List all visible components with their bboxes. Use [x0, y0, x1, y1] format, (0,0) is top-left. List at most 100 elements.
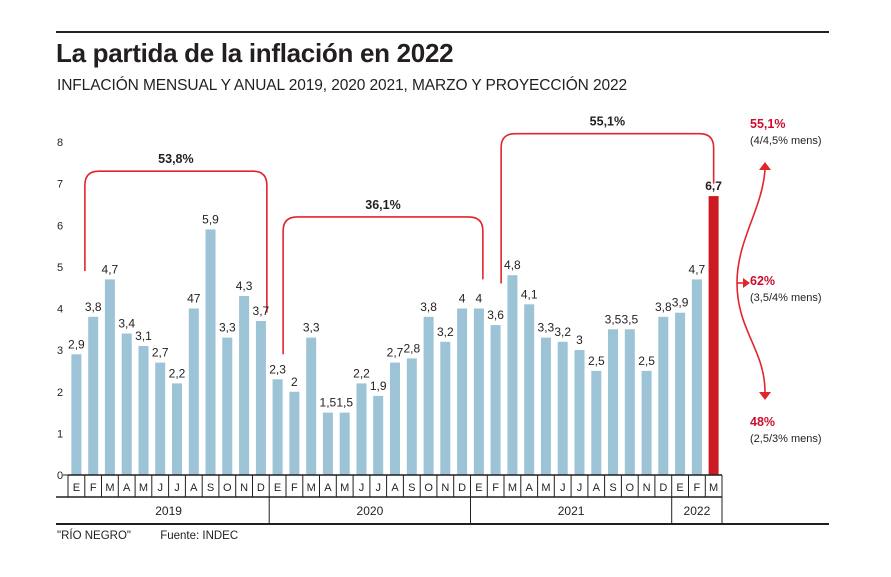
month-label: N [441, 482, 449, 494]
x-axis: E F M A M J J A S O N D E F M A M J J A S O N D E F M A M J J A S O N D E F M2… [56, 474, 723, 523]
month-label: D [659, 482, 667, 494]
chart-title: La partida de la inflación en 2022 [56, 38, 454, 68]
bar-value-label: 3,5 [605, 312, 622, 326]
month-label: E [73, 482, 80, 494]
y-tick-label: 6 [57, 220, 63, 232]
bar-value-label: 4,7 [102, 262, 119, 276]
bar-value-label: 4,3 [236, 279, 253, 293]
bar-value-label: 1,5 [336, 396, 353, 410]
top-rule [56, 31, 829, 33]
projection-detail: (3,5/4% mens) [750, 292, 822, 304]
bar-value-label: 6,7 [705, 179, 722, 193]
bar-value-label: 4 [459, 292, 466, 306]
month-label: F [694, 482, 701, 494]
month-label: M [340, 482, 349, 494]
month-label: J [157, 482, 163, 494]
y-axis: 0 1 2 3 4 5 6 7 8 [57, 137, 68, 482]
month-label: J [174, 482, 180, 494]
y-tick-label: 3 [57, 345, 63, 357]
bar [540, 337, 551, 475]
bar-value-label: 2,3 [269, 362, 286, 376]
bar-value-label: 47 [187, 292, 201, 306]
bar [172, 383, 182, 475]
month-label: M [709, 482, 718, 494]
bar-value-label: 3,1 [135, 329, 152, 343]
bottom-rule [56, 523, 829, 525]
year-label: 2020 [357, 504, 384, 518]
annual-bracket [500, 132, 715, 284]
month-label: O [223, 482, 232, 494]
bar-value-label: 2,8 [403, 341, 420, 355]
year-label: 2021 [558, 504, 585, 518]
bar [675, 312, 686, 475]
annual-bracket [84, 170, 268, 313]
bar-value-label: 3,2 [437, 325, 454, 339]
bar [473, 308, 484, 475]
bar-value-label: 3 [576, 333, 583, 347]
bar-value-label: 2,7 [152, 346, 169, 360]
bar-value-label: 5,9 [202, 212, 219, 226]
month-label: O [424, 482, 433, 494]
bar-value-label: 2 [291, 375, 298, 389]
month-label: S [609, 482, 616, 494]
y-tick-label: 4 [57, 304, 63, 316]
month-label: F [291, 482, 298, 494]
bar [322, 412, 333, 475]
bar-value-label: 1,5 [320, 396, 337, 410]
arrow-right-head-icon [743, 278, 750, 288]
annual-brackets: 53,8% 36,1% 55,1% [84, 115, 715, 355]
month-label: J [375, 482, 381, 494]
projections: 55,1% (4/4,5% mens) 62% (3,5/4% mens) 48% (2,… [736, 117, 822, 445]
arrow-up-head-icon [759, 162, 771, 170]
y-tick-label: 8 [57, 137, 63, 149]
arrow-down-head-icon [759, 392, 771, 400]
bar [624, 329, 635, 475]
bar-labels: 2,93,84,73,43,12,72,2475,93,34,33,72,323… [68, 179, 722, 410]
bar [71, 354, 82, 475]
month-label: O [626, 482, 635, 494]
bar-value-label: 3,5 [621, 312, 638, 326]
bar [205, 229, 216, 475]
annual-bracket-label: 55,1% [590, 115, 625, 129]
month-label: J [359, 482, 365, 494]
month-label: M [508, 482, 517, 494]
source: Fuente: INDEC [160, 530, 239, 542]
bar [289, 391, 300, 476]
month-label: N [643, 482, 651, 494]
bar-value-label: 3,8 [85, 300, 102, 314]
bar [88, 316, 99, 475]
footer: "RÍO NEGRO" Fuente: INDEC [57, 530, 238, 542]
bar-value-label: 3,9 [672, 296, 689, 310]
y-tick-label: 5 [57, 262, 63, 274]
month-label: M [105, 482, 114, 494]
bar-value-label: 2,5 [588, 354, 605, 368]
bar-value-label: 4,8 [504, 258, 521, 272]
month-label: F [492, 482, 499, 494]
bar [356, 383, 367, 475]
month-label: E [676, 482, 683, 494]
projection-value: 48% [750, 415, 775, 429]
bar-value-label: 3,3 [219, 321, 236, 335]
bar-value-label: 3,8 [420, 300, 437, 314]
month-label: M [307, 482, 316, 494]
bar [188, 308, 199, 475]
bar [641, 370, 652, 475]
month-label: D [257, 482, 265, 494]
month-label: S [408, 482, 415, 494]
bar-value-label: 2,7 [387, 346, 404, 360]
bar [457, 308, 468, 475]
annual-bracket-label: 36,1% [365, 198, 400, 212]
bars [71, 196, 719, 476]
month-label: J [560, 482, 566, 494]
bar [155, 362, 166, 475]
month-label: D [458, 482, 466, 494]
bar [104, 279, 115, 475]
month-label: S [207, 482, 214, 494]
projection-detail: (4/4,5% mens) [750, 135, 822, 147]
chart-subtitle: INFLACIÓN MENSUAL Y ANUAL 2019, 2020 202… [57, 77, 628, 94]
y-tick-label: 2 [57, 387, 63, 399]
bar-value-label: 3,4 [118, 317, 135, 331]
bar [339, 412, 350, 475]
bar-value-label: 4,7 [689, 262, 706, 276]
